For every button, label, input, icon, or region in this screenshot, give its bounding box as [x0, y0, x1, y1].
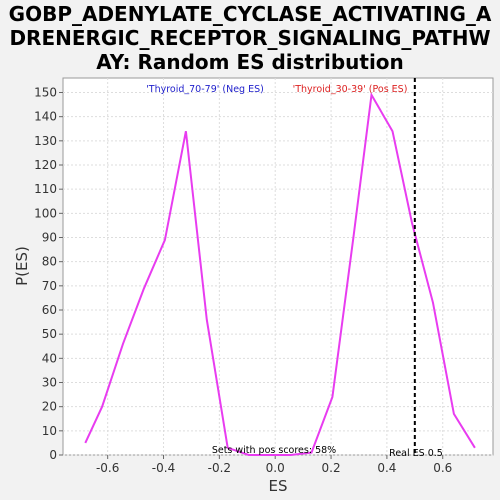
y-tick-label: 60 [42, 303, 57, 317]
x-tick-label: 0.0 [266, 461, 285, 475]
y-tick-label: 10 [42, 424, 57, 438]
y-tick-label: 0 [49, 448, 57, 462]
y-tick-label: 130 [34, 134, 57, 148]
y-tick-label: 50 [42, 327, 57, 341]
chart-title: GOBP_ADENYLATE_CYCLASE_ACTIVATING_A DREN… [0, 2, 500, 74]
y-tick-label: 90 [42, 231, 57, 245]
real-es-text: Real ES 0.5 [389, 448, 443, 459]
x-axis-label: ES [269, 477, 288, 495]
y-tick-label: 70 [42, 279, 57, 293]
grid [63, 78, 493, 456]
plot-area [62, 77, 494, 456]
series-group [84, 91, 476, 456]
x-tick-label: -0.4 [152, 461, 175, 475]
y-axis-label: P(ES) [13, 246, 31, 286]
y-tick-label: 80 [42, 255, 57, 269]
y-tick-label: 40 [42, 351, 57, 365]
y-tick-label: 100 [34, 206, 57, 220]
y-tick-label: 30 [42, 376, 57, 390]
y-tick-label: 110 [34, 182, 57, 196]
es-distribution-line [84, 91, 476, 456]
x-tick-label: 0.2 [322, 461, 341, 475]
pos-scores-text: Sets with pos scores: 58% [212, 445, 336, 456]
y-tick-label: 20 [42, 400, 57, 414]
y-tick-label: 140 [34, 110, 57, 124]
axis-ticks: 0 10 20 30 40 50 60 70 80 90 100 110 120 130 140 150 -0.… [34, 86, 452, 476]
y-tick-label: 150 [34, 86, 57, 100]
x-tick-label: -0.2 [208, 461, 231, 475]
x-tick-label: 0.6 [433, 461, 452, 475]
pos-es-label: 'Thyroid_30-39' (Pos ES) [293, 84, 408, 95]
x-tick-label: 0.4 [377, 461, 396, 475]
chart-title-line-1: GOBP_ADENYLATE_CYCLASE_ACTIVATING_A [8, 2, 492, 26]
chart-title-line-2: DRENERGIC_RECEPTOR_SIGNALING_PATHW [9, 26, 491, 50]
x-tick-label: -0.6 [96, 461, 119, 475]
y-tick-label: 120 [34, 158, 57, 172]
neg-es-label: 'Thyroid_70-79' (Neg ES) [146, 84, 264, 95]
chart-title-line-3: AY: Random ES distribution [96, 50, 404, 74]
